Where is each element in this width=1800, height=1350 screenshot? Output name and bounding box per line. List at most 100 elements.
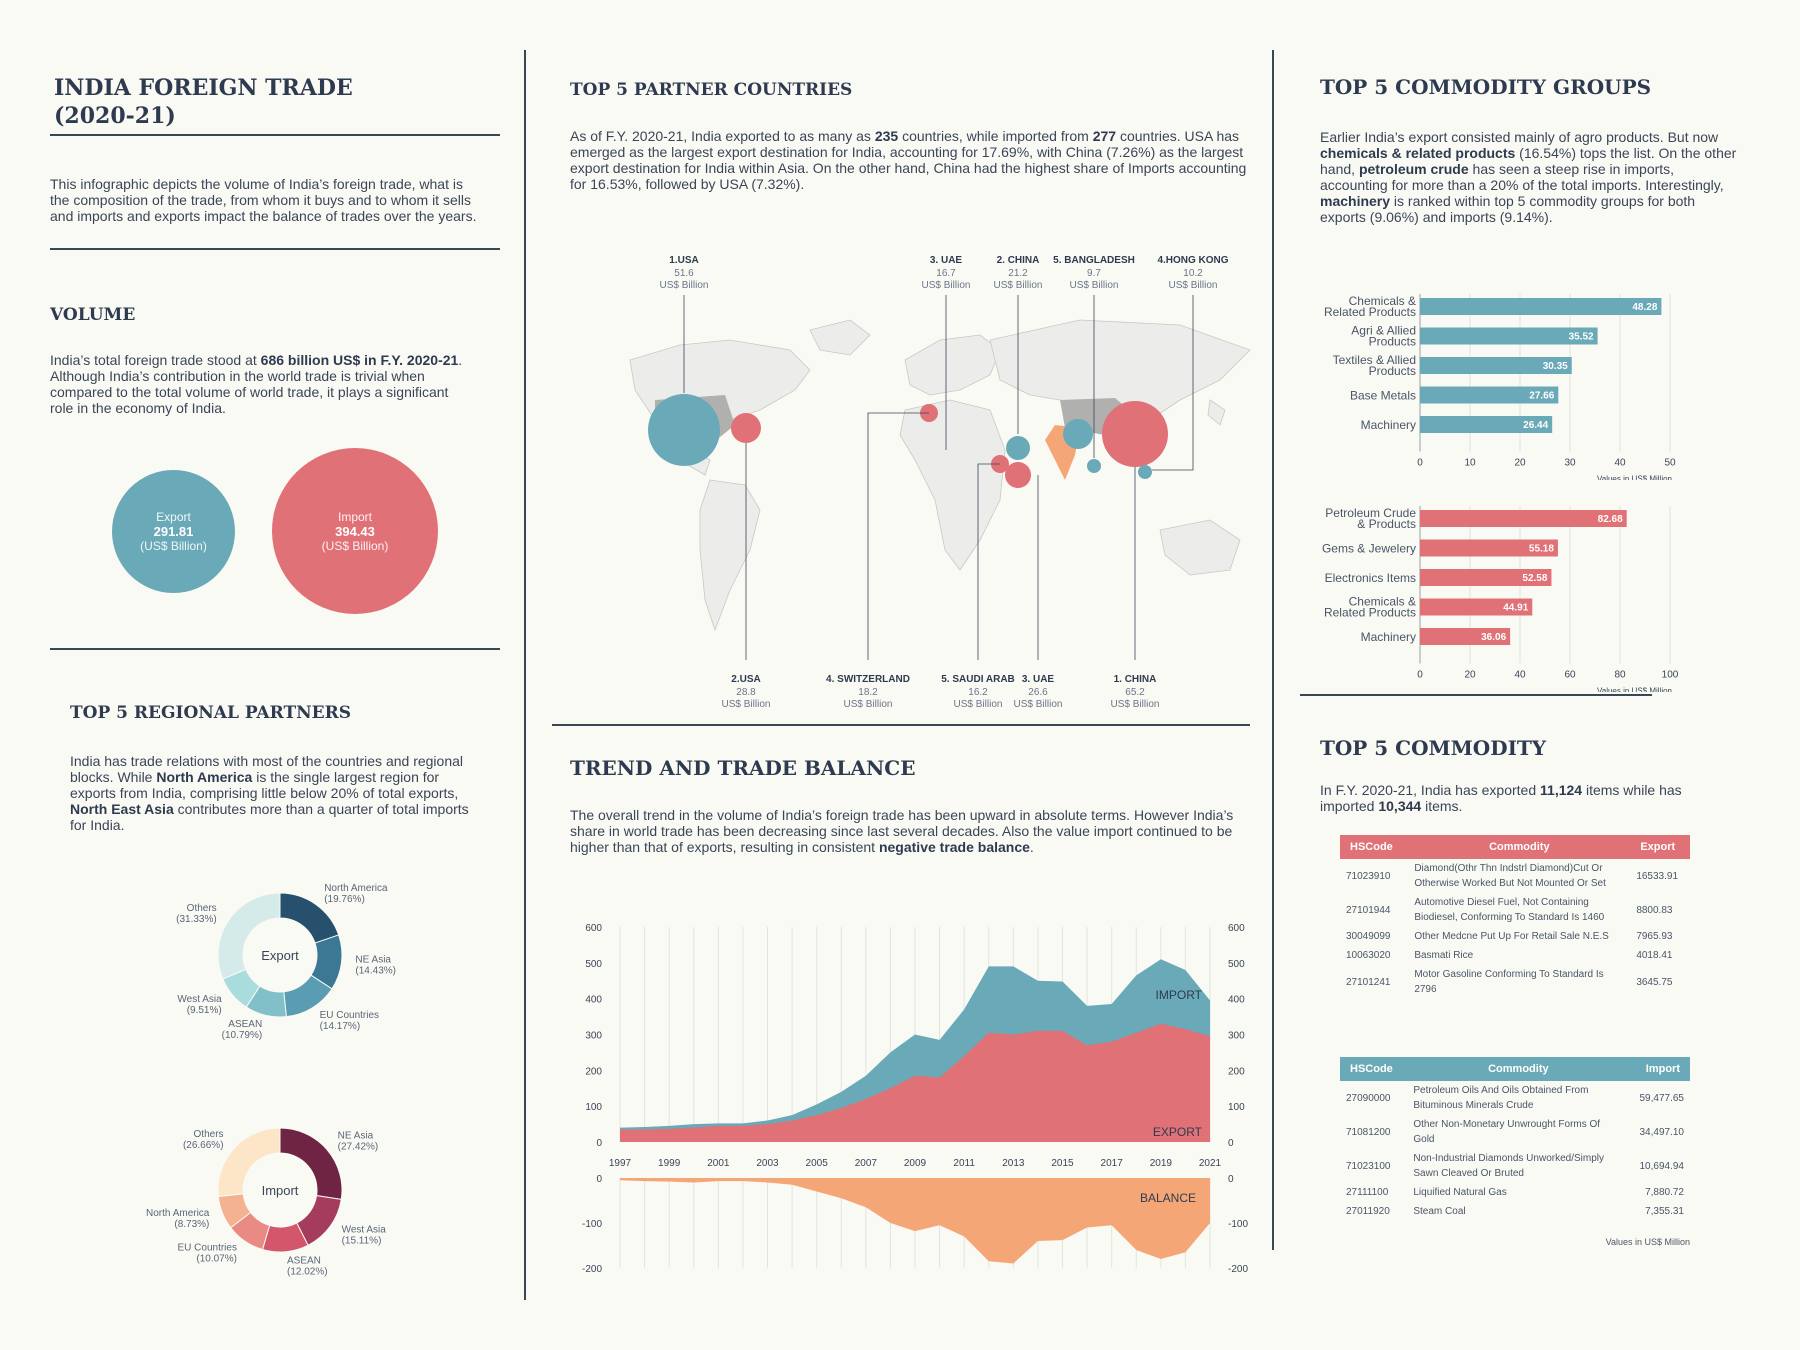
map-top-value-3-uae: 16.7 [936,268,956,279]
cg-text-d: petroleum crude [1358,161,1469,177]
trend-ytick-right-0: 0 [1228,1138,1234,1149]
export-commodity-xtick-20: 20 [1514,458,1526,469]
import-table-row: 27011920 Steam Coal 7,355.31 [1340,1202,1690,1221]
cg-text-e: has seen a steep rise in imports, accoun… [1320,161,1724,193]
import-commodity-axis-unit: Values in US$ Million [1597,687,1672,693]
import-table-row: 71081200 Other Non-Monetary Unwrought For… [1340,1115,1690,1149]
export-commodity-category-products: Products [1369,335,1416,349]
column-divider-right [1272,50,1274,1250]
export-donut-center-label: Export [261,948,299,963]
export-table-row: 27101944 Automotive Diesel Fuel, Not Cont… [1340,893,1690,927]
import-commodity-xtick-20: 20 [1464,670,1476,681]
usa-import-bubble [731,413,761,443]
export-commodity-category-products: Products [1369,364,1416,378]
import-commodity-category-chemicals: Chemicals & [1349,595,1416,609]
import-pct-west-asia: (15.11%) [342,1236,382,1247]
export-label-west-asia: West Asia [177,994,222,1005]
intro-divider [50,248,500,250]
import-commodity-bar-machinery [1420,628,1511,645]
import-table-value: 34,497.10 [1639,1126,1685,1138]
trend-ytick-right-100: 100 [1228,1102,1245,1113]
tc-text-c: items while has imported [1320,782,1682,814]
import-commodity-xtick-60: 60 [1564,670,1576,681]
trend-xtick-2005: 2005 [806,1158,829,1169]
trend-ytick-right-300: 300 [1228,1031,1245,1042]
export-label-ne-asia: NE Asia [355,954,391,965]
export-volume-unit: (US$ Billion) [140,539,207,553]
trend-text-c: . [1029,839,1034,855]
export-table-value: 4018.41 [1636,950,1673,961]
export-commodity-xtick-10: 10 [1464,458,1476,469]
export-pct-west-asia: (9.51%) [187,1005,222,1016]
trend-ytick-left-300: 300 [585,1031,602,1042]
import-table-value: 59,477.65 [1639,1092,1685,1104]
import-commodity-bar-value-electronics-items: 52.58 [1522,573,1547,584]
import-table-hscode: 27090000 [1346,1092,1391,1104]
map-bottom-name-4-switzerland: 4. SWITZERLAND [826,674,910,685]
export-volume-bubble: Export 291.81 (US$ Billion) [112,470,235,593]
import-commodity-category-machinery: Machinery [1361,630,1416,644]
map-bottom-value-4-switzerland: 18.2 [858,687,878,698]
import-table-row: 71023100 Non-Industrial Diamonds Unworked… [1340,1149,1690,1183]
map-top-unit-3-uae: US$ Billion [922,280,971,291]
balance-ytick-left-0: 0 [596,1174,602,1185]
import-table-commodity: Non-Industrial Diamonds Unworked/Simply … [1413,1153,1604,1179]
import-commodity-bar-value-machinery: 36.06 [1481,632,1506,643]
export-table-hscode: 27101241 [1346,976,1391,988]
import-label-north-america: North America [146,1208,210,1219]
trend-xtick-2019: 2019 [1150,1158,1173,1169]
volume-title: VOLUME [50,305,136,325]
trend-ytick-left-400: 400 [585,995,602,1006]
bangladesh-export-bubble [1087,459,1101,473]
partner-bubbles [648,394,1168,488]
trend-xtick-2007: 2007 [855,1158,878,1169]
balance-ytick-right-0: 0 [1228,1174,1234,1185]
export-commodity-bar-value-base-metals: 27.66 [1529,391,1554,402]
regional-text-a: India has trade relations with most of t… [70,753,464,785]
import-table-commodity: Liquified Natural Gas [1413,1187,1507,1198]
import-table-row: 27111100 Liquified Natural Gas 7,880.72 [1340,1183,1690,1202]
export-commodity-bar-value-agri-allied-products: 35.52 [1569,332,1594,343]
import-commodity-bar-chemicals-related-products [1420,598,1533,616]
china-import-bubble [1102,401,1168,467]
import-label-asean: ASEAN [287,1256,321,1267]
export-commodity-bar-base-metals [1420,386,1559,404]
export-label-asean: ASEAN [228,1019,262,1030]
import-pct-asean: (12.02%) [287,1267,328,1278]
map-bottom-value-3-uae: 26.6 [1028,687,1048,698]
map-top-value-1-usa: 51.6 [674,268,694,279]
map-top-unit-1-usa: US$ Billion [660,280,709,291]
import-commodity-bar-chart: 0 20 40 60 80 100 82.68 Petroleum Crude& Produc… [1322,506,1679,693]
map-bottom-name-5-saudi-arab: 5. SAUDI ARAB [941,674,1015,685]
import-table-hscode: 71023100 [1346,1160,1391,1172]
balance-area-label: BALANCE [1140,1191,1196,1205]
export-table-row: 10063020 Basmati Rice 4018.41 [1340,946,1690,965]
import-area-label: IMPORT [1156,988,1203,1002]
partners-text: As of F.Y. 2020-21, India exported to as… [570,128,1250,192]
title-underline [50,134,500,136]
map-bottom-unit-4-switzerland: US$ Billion [844,699,893,710]
partners-text-e: countries. USA has emerged as the larges… [570,128,1247,192]
export-pct-asean: (10.79%) [222,1030,263,1041]
export-table-hscode: 30049099 [1346,931,1391,942]
map-top-unit-2-china: US$ Billion [994,280,1043,291]
import-commodity-bar-gems-jewelery [1420,539,1558,557]
export-commodity-category-chemicals: Chemicals & [1349,294,1416,308]
import-commodity-xtick-0: 0 [1417,670,1423,681]
map-bottom-name-2-usa: 2.USA [731,674,760,685]
map-divider [552,724,1250,726]
partners-title: TOP 5 PARTNER COUNTRIES [570,80,853,100]
intro-text: This infographic depicts the volume of I… [50,176,477,224]
trend-xtick-2011: 2011 [953,1158,975,1169]
import-volume-value: 394.43 [335,523,375,539]
world-landmass [629,319,1251,632]
export-area-label: EXPORT [1153,1125,1203,1139]
export-commodity-category-related-products: Related Products [1324,305,1416,319]
trend-xtick-2001: 2001 [707,1158,730,1169]
trend-ytick-right-600: 600 [1228,923,1245,934]
export-commodity-xtick-40: 40 [1614,458,1626,469]
export-commodity-table: HSCode Commodity Export 71023910 Diamond(… [1340,835,1690,999]
map-bottom-unit-1-china: US$ Billion [1111,699,1160,710]
